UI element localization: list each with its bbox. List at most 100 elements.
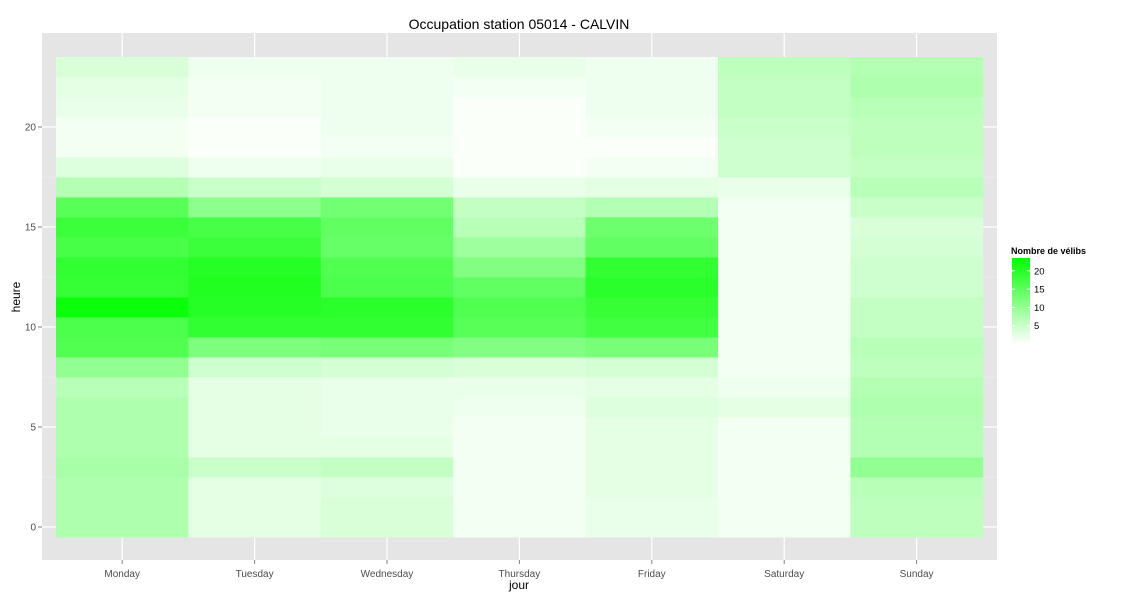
heatmap-tile	[56, 477, 189, 498]
heatmap-tile	[850, 157, 984, 178]
heatmap-tile	[56, 397, 189, 418]
heatmap-tile	[56, 497, 189, 518]
heatmap-tile	[320, 217, 454, 238]
heatmap-tile	[453, 117, 586, 138]
heatmap-tile	[188, 437, 322, 458]
heatmap-tile	[188, 177, 322, 198]
heatmap-tile	[453, 417, 586, 438]
heatmap-tiles	[56, 57, 984, 538]
heatmap-tile	[56, 317, 189, 338]
heatmap-tile	[453, 257, 586, 278]
heatmap-tile	[718, 137, 851, 158]
heatmap-tile	[188, 417, 322, 438]
heatmap-tile	[453, 397, 586, 418]
heatmap-tile	[453, 237, 586, 258]
heatmap-tile	[850, 57, 984, 78]
heatmap-tile	[320, 517, 454, 538]
heatmap-tile	[585, 397, 719, 418]
heatmap-tile	[453, 137, 586, 158]
heatmap-tile	[56, 377, 189, 398]
heatmap-tile	[718, 97, 851, 118]
heatmap-tile	[320, 137, 454, 158]
heatmap-tile	[320, 117, 454, 138]
heatmap-tile	[320, 57, 454, 78]
heatmap-tile	[453, 517, 586, 538]
heatmap-tile	[56, 437, 189, 458]
heatmap-tile	[188, 117, 322, 138]
heatmap-tile	[320, 437, 454, 458]
heatmap-tile	[320, 237, 454, 258]
heatmap-tile	[453, 97, 586, 118]
heatmap-tile	[850, 217, 984, 238]
heatmap-tile	[585, 437, 719, 458]
heatmap-tile	[718, 417, 851, 438]
legend-breaks: 5 10 15 20	[1012, 266, 1045, 332]
heatmap-tile	[585, 57, 719, 78]
heatmap-tile	[188, 517, 322, 538]
heatmap-tile	[188, 497, 322, 518]
heatmap-tile	[718, 237, 851, 258]
heatmap-tile	[850, 417, 984, 438]
heatmap-tile	[453, 157, 586, 178]
x-tick-label: Saturday	[764, 569, 804, 580]
heatmap-tile	[718, 197, 851, 218]
heatmap-tile	[718, 457, 851, 478]
heatmap-tile	[585, 317, 719, 338]
heatmap-tile	[320, 397, 454, 418]
heatmap-tile	[585, 277, 719, 298]
heatmap-tile	[188, 317, 322, 338]
y-tick-label: 15	[25, 223, 37, 234]
heatmap-tile	[718, 377, 851, 398]
heatmap-tile	[320, 417, 454, 438]
heatmap-tile	[56, 457, 189, 478]
x-tick-label: Monday	[104, 569, 140, 580]
heatmap-tile	[56, 97, 189, 118]
heatmap-tile	[56, 117, 189, 138]
heatmap-tile	[718, 397, 851, 418]
x-tick-label: Tuesday	[236, 569, 274, 580]
heatmap-tile	[718, 437, 851, 458]
heatmap-tile	[850, 457, 984, 478]
heatmap-tile	[56, 257, 189, 278]
heatmap-tile	[718, 497, 851, 518]
heatmap-tile	[188, 97, 322, 118]
heatmap-tile	[850, 97, 984, 118]
heatmap-tile	[850, 437, 984, 458]
heatmap-tile	[188, 337, 322, 358]
x-tick-label: Friday	[638, 569, 666, 580]
heatmap-tile	[188, 397, 322, 418]
heatmap-tile	[56, 277, 189, 298]
heatmap-tile	[56, 337, 189, 358]
heatmap-tile	[718, 317, 851, 338]
heatmap-tile	[56, 517, 189, 538]
heatmap-tile	[718, 77, 851, 98]
heatmap-tile	[850, 497, 984, 518]
heatmap-tile	[56, 417, 189, 438]
y-axis-title: heure	[9, 281, 23, 312]
heatmap-tile	[320, 257, 454, 278]
x-axis-title: jour	[508, 578, 529, 592]
heatmap-tile	[56, 197, 189, 218]
heatmap-tile	[850, 177, 984, 198]
heatmap-tile	[453, 357, 586, 378]
heatmap-tile	[585, 417, 719, 438]
heatmap-tile	[188, 257, 322, 278]
legend-break-label: 5	[1034, 321, 1039, 332]
heatmap-tile	[585, 97, 719, 118]
heatmap-tile	[585, 157, 719, 178]
heatmap-tile	[585, 177, 719, 198]
heatmap-tile	[188, 357, 322, 378]
x-axis: Monday Tuesday Wednesday Thursday Friday Satu…	[104, 560, 934, 580]
heatmap-tile	[850, 197, 984, 218]
heatmap-tile	[56, 77, 189, 98]
heatmap-tile	[850, 397, 984, 418]
y-tick-label: 0	[30, 523, 36, 534]
heatmap-tile	[585, 77, 719, 98]
heatmap-tile	[718, 477, 851, 498]
heatmap-tile	[320, 357, 454, 378]
heatmap-tile	[188, 77, 322, 98]
heatmap-tile	[850, 377, 984, 398]
heatmap-tile	[453, 317, 586, 338]
heatmap-tile	[718, 517, 851, 538]
